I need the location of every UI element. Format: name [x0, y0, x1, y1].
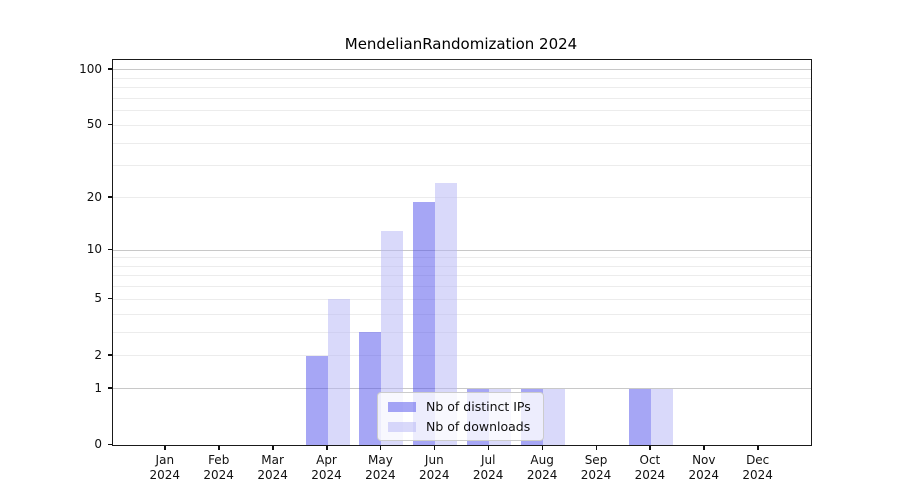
legend-label: Nb of downloads: [426, 419, 531, 434]
y-tick-mark-100: [108, 68, 112, 70]
legend-label: Nb of distinct IPs: [426, 399, 531, 414]
x-tick-label-may: May 2024: [365, 453, 396, 482]
gridline-30: [113, 165, 811, 167]
x-tick-label-apr: Apr 2024: [311, 453, 342, 482]
y-tick-label-5: 5: [94, 291, 102, 306]
bar-downloads-may: [381, 230, 404, 445]
gridline-7: [113, 275, 811, 277]
y-tick-mark-1: [108, 387, 112, 389]
x-tick-label-nov: Nov 2024: [688, 453, 720, 482]
x-tick-mark-jan: [164, 446, 166, 450]
gridline-9: [113, 257, 811, 259]
gridline-100: [113, 69, 811, 71]
gridline-3: [113, 331, 811, 333]
x-tick-label-sep: Sep 2024: [580, 453, 612, 482]
y-tick-mark-5: [108, 297, 112, 300]
bar-downloads-oct: [650, 388, 673, 445]
bar-ips-apr: [305, 355, 328, 445]
x-tick-label-dec: Dec 2024: [742, 453, 773, 482]
gridline-5: [113, 298, 811, 300]
x-tick-mark-jun: [433, 446, 436, 450]
bar-ips-oct: [628, 388, 651, 445]
x-tick-label-jun: Jun 2024: [419, 453, 450, 482]
x-tick-label-mar: Mar 2024: [257, 453, 288, 482]
gridline-6: [113, 286, 811, 288]
bar-ips-may: [359, 332, 382, 445]
y-tick-label-2: 2: [94, 347, 102, 362]
x-tick-label-feb: Feb 2024: [203, 453, 234, 482]
gridline-60: [113, 110, 811, 112]
x-tick-mark-aug: [541, 446, 544, 450]
x-tick-mark-sep: [595, 446, 597, 450]
y-tick-mark-10: [108, 248, 112, 251]
gridline-50: [113, 124, 811, 126]
gridline-1: [113, 388, 811, 390]
chart-title: MendelianRandomization 2024: [344, 35, 578, 53]
y-tick-label-0: 0: [94, 437, 102, 451]
y-tick-mark-20: [108, 196, 112, 198]
gridline-10: [113, 249, 811, 251]
x-tick-mark-oct: [649, 446, 651, 450]
x-tick-mark-apr: [326, 446, 328, 450]
y-tick-mark-50: [108, 123, 112, 126]
y-tick-label-50: 50: [86, 117, 102, 132]
y-tick-label-1: 1: [94, 380, 102, 395]
x-tick-mark-feb: [218, 446, 220, 450]
y-tick-label-100: 100: [79, 61, 102, 76]
x-tick-label-oct: Oct 2024: [634, 453, 666, 482]
bar-downloads-aug: [543, 388, 566, 445]
x-tick-mark-may: [379, 446, 382, 450]
x-tick-mark-dec: [757, 446, 759, 450]
legend-item-distinct-ips: Nb of distinct IPs: [388, 399, 531, 414]
x-tick-label-jan: Jan 2024: [149, 453, 181, 482]
gridline-40: [113, 142, 811, 144]
gridline-4: [113, 313, 811, 315]
legend-item-downloads: Nb of downloads: [388, 419, 531, 434]
bar-ips-jun: [413, 201, 436, 445]
y-tick-mark-2: [108, 354, 112, 356]
x-tick-mark-jul: [487, 446, 490, 450]
gridline-70: [113, 98, 811, 99]
gridline-90: [113, 77, 811, 79]
y-tick-mark-0: [108, 443, 112, 445]
gridline-2: [113, 355, 811, 357]
gridline-20: [113, 197, 811, 199]
legend-swatch-downloads: [388, 421, 416, 432]
plot-area: [112, 59, 812, 446]
y-tick-label-10: 10: [86, 242, 102, 257]
x-tick-mark-nov: [703, 446, 705, 450]
gridline-80: [113, 87, 811, 89]
gridline-8: [113, 265, 811, 267]
bar-downloads-apr: [327, 299, 350, 445]
legend: Nb of distinct IPs Nb of downloads: [377, 392, 544, 441]
x-tick-label-aug: Aug 2024: [526, 453, 558, 482]
bar-downloads-jun: [435, 183, 458, 445]
legend-swatch-ips: [388, 401, 416, 412]
x-tick-mark-mar: [272, 446, 274, 450]
y-tick-label-20: 20: [86, 189, 102, 204]
x-tick-label-jul: Jul 2024: [472, 453, 504, 482]
